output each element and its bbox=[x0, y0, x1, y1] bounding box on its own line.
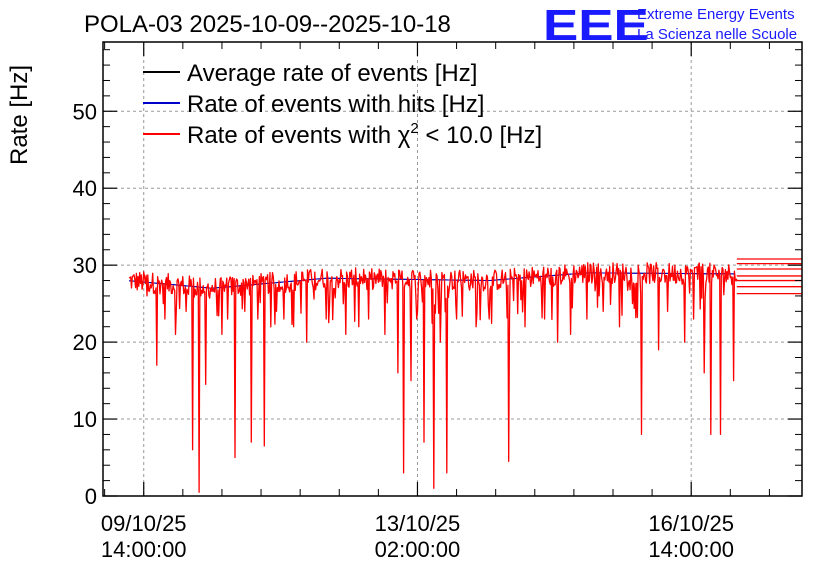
y-tick-label: 40 bbox=[73, 176, 97, 201]
legend: Average rate of events [Hz] Rate of even… bbox=[143, 60, 542, 149]
legend-label-chi2: Rate of events with χ2 < 10.0 [Hz] bbox=[187, 120, 542, 149]
series-layer bbox=[128, 258, 802, 493]
y-tick-label: 10 bbox=[73, 407, 97, 432]
eee-logo: EEE Extreme Energy Events La Scienza nel… bbox=[543, 1, 797, 50]
x-tick-time: 14:00:00 bbox=[648, 537, 734, 562]
y-axis-label: Rate [Hz] bbox=[6, 65, 33, 165]
legend-label-chi2-tail: < 10.0 [Hz] bbox=[419, 122, 542, 149]
y-tick-label: 50 bbox=[73, 99, 97, 124]
grid-lines bbox=[103, 42, 802, 496]
x-tick-date: 09/10/25 bbox=[101, 511, 187, 536]
series-chi2-line bbox=[128, 262, 738, 493]
legend-label-hits: Rate of events with hits [Hz] bbox=[187, 91, 484, 118]
legend-label-average: Average rate of events [Hz] bbox=[187, 60, 477, 87]
x-tick-labels: 09/10/2514:00:0013/10/2502:00:0016/10/25… bbox=[101, 511, 734, 562]
legend-label-chi2-sup: 2 bbox=[410, 120, 418, 137]
x-tick-time: 14:00:00 bbox=[101, 537, 187, 562]
y-tick-labels: 0 10 20 30 40 50 bbox=[73, 99, 97, 509]
x-tick-date: 13/10/25 bbox=[375, 511, 461, 536]
logo-line-1: Extreme Energy Events bbox=[637, 6, 795, 23]
series-hits-line bbox=[129, 272, 736, 289]
chart-title: POLA-03 2025-10-09--2025-10-18 bbox=[84, 11, 451, 38]
x-tick-date: 16/10/25 bbox=[648, 511, 734, 536]
x-tick-time: 02:00:00 bbox=[375, 537, 461, 562]
y-tick-label: 20 bbox=[73, 330, 97, 355]
logo-line-2: La Scienza nelle Scuole bbox=[637, 26, 797, 43]
axis-ticks bbox=[103, 42, 802, 497]
legend-label-chi2-main: Rate of events with χ bbox=[187, 122, 411, 149]
plot-frame bbox=[102, 41, 803, 497]
y-tick-label: 0 bbox=[85, 484, 97, 509]
y-tick-label: 30 bbox=[73, 253, 97, 278]
